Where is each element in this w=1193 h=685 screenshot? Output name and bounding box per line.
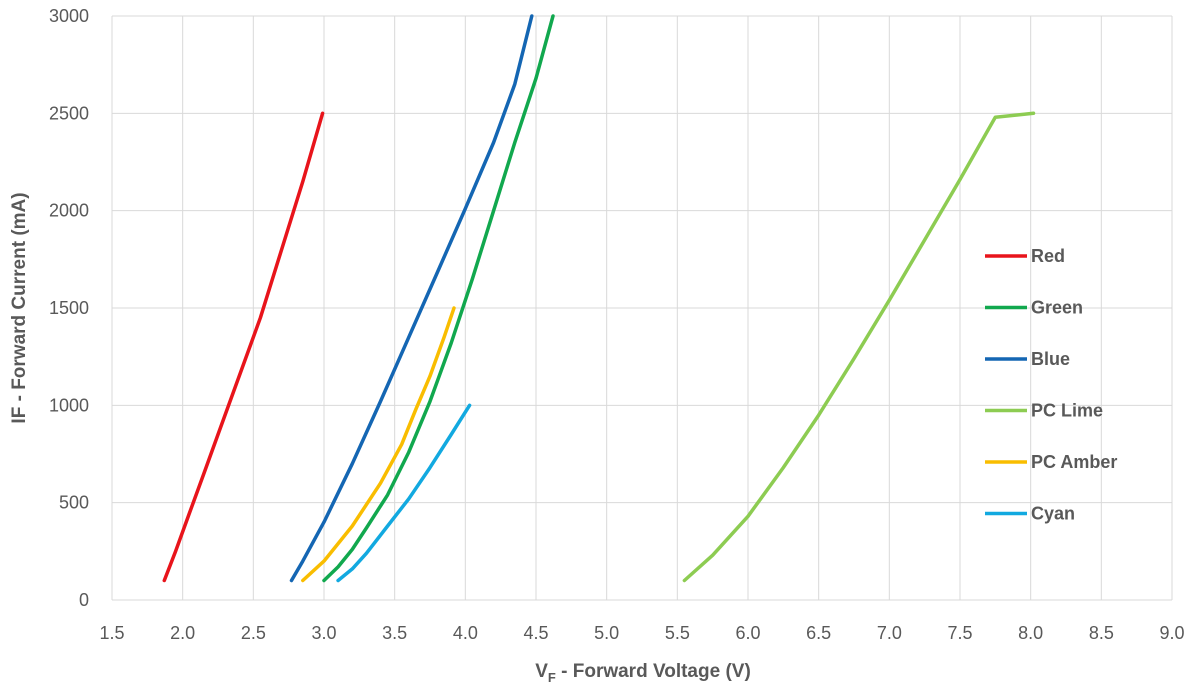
- x-axis-title-main: V: [535, 661, 548, 682]
- x-tick-label: 9.0: [1159, 623, 1184, 643]
- legend-label-green: Green: [1031, 298, 1083, 318]
- y-axis-title: IF - Forward Current (mA): [9, 192, 30, 423]
- series-line-pc-lime: [682, 111, 1036, 583]
- series-line-green: [322, 14, 555, 583]
- y-tick-label: 500: [59, 493, 89, 513]
- x-tick-label: 1.5: [99, 623, 124, 643]
- series-line-pc-amber: [301, 306, 456, 583]
- x-tick-label: 8.5: [1089, 623, 1114, 643]
- x-axis-title-rest: - Forward Voltage (V): [556, 661, 751, 682]
- legend-label-pc-amber: PC Amber: [1031, 452, 1117, 472]
- x-tick-label: 4.5: [523, 623, 548, 643]
- x-tick-label: 6.0: [735, 623, 760, 643]
- y-tick-label: 1500: [49, 298, 89, 318]
- x-tick-label: 3.5: [382, 623, 407, 643]
- grid-lines: [111, 15, 1173, 601]
- x-tick-label: 4.0: [453, 623, 478, 643]
- x-tick-label: 6.5: [806, 623, 831, 643]
- x-tick-label: 2.5: [241, 623, 266, 643]
- series-line-cyan: [336, 403, 472, 583]
- legend-label-blue: Blue: [1031, 349, 1070, 369]
- x-tick-label: 5.5: [665, 623, 690, 643]
- series-lines: [162, 14, 1036, 583]
- x-tick-label: 2.0: [170, 623, 195, 643]
- x-tick-label: 7.0: [877, 623, 902, 643]
- y-tick-label: 2000: [49, 201, 89, 221]
- y-tick-label: 1000: [49, 395, 89, 415]
- legend-label-red: Red: [1031, 246, 1065, 266]
- x-axis-ticks: 1.5 2.0 2.5 3.0 3.5 4.0 4.5 5.0 5.5 6.0 6.5 7.0 7.5 8…: [99, 623, 1184, 643]
- x-tick-label: 5.0: [594, 623, 619, 643]
- legend-label-pc-lime: PC Lime: [1031, 401, 1103, 421]
- x-tick-label: 3.0: [311, 623, 336, 643]
- series-line-red: [162, 111, 325, 583]
- series-line-blue: [289, 14, 534, 583]
- y-axis-ticks: 0 500 1000 1500 2000 2500 3000: [49, 6, 89, 610]
- y-tick-label: 3000: [49, 6, 89, 26]
- y-tick-label: 2500: [49, 103, 89, 123]
- x-axis-title: VF - Forward Voltage (V): [535, 661, 751, 685]
- legend: Red Green Blue PC Lime PC Amber Cyan: [985, 246, 1117, 524]
- y-tick-label: 0: [79, 590, 89, 610]
- legend-label-cyan: Cyan: [1031, 504, 1075, 524]
- x-tick-label: 7.5: [947, 623, 972, 643]
- x-tick-label: 8.0: [1018, 623, 1043, 643]
- x-axis-title-subscript: F: [548, 670, 556, 685]
